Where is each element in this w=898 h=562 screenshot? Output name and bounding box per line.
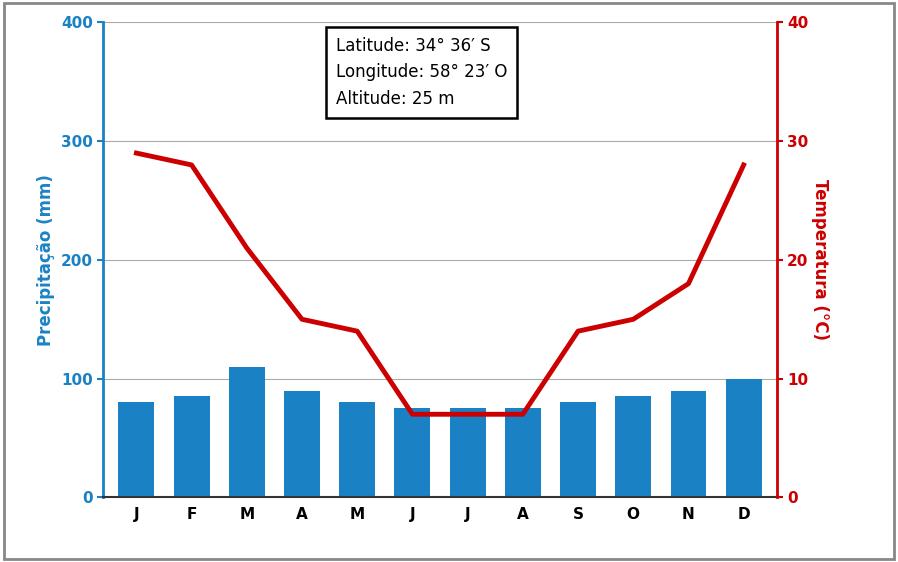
Bar bbox=[284, 391, 320, 497]
Bar bbox=[229, 367, 265, 497]
Bar bbox=[671, 391, 707, 497]
Text: Latitude: 34° 36′ S
Longitude: 58° 23′ O
Altitude: 25 m: Latitude: 34° 36′ S Longitude: 58° 23′ O… bbox=[336, 37, 507, 107]
Bar bbox=[615, 396, 651, 497]
Bar bbox=[560, 402, 596, 497]
Bar bbox=[119, 402, 154, 497]
Bar bbox=[173, 396, 209, 497]
Y-axis label: Temperatura (°C): Temperatura (°C) bbox=[812, 179, 830, 341]
Bar bbox=[394, 409, 430, 497]
Bar bbox=[505, 409, 541, 497]
Bar bbox=[726, 379, 762, 497]
Bar bbox=[450, 409, 486, 497]
Y-axis label: Precipitação (mm): Precipitação (mm) bbox=[38, 174, 56, 346]
Bar bbox=[339, 402, 375, 497]
